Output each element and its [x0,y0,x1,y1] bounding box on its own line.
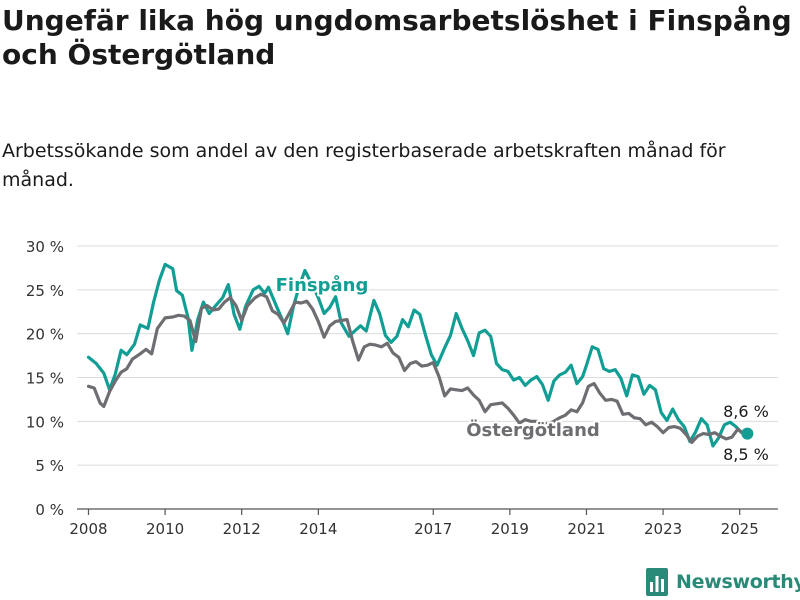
x-tick-label: 2014 [299,520,337,538]
series-labels: Finspång Östergötland 8,6 % 8,5 % [274,272,771,466]
chart-title: Ungefär lika hög ungdomsarbetslöshet i F… [2,4,792,71]
x-tick-label: 2008 [69,520,107,538]
series-line-ostergotland [86,292,749,444]
y-axis: 0 % 5 % 10 % 15 % 20 % 25 % 30 % [26,238,64,519]
x-tick-label: 2010 [146,520,184,538]
x-tick-label: 2019 [491,520,529,538]
series-line-finspang [86,262,749,448]
x-axis: 2008 2010 2012 2014 2017 2019 2021 2023 2025 [69,508,778,538]
x-tick-label: 2012 [223,520,261,538]
y-tick-label: 20 % [26,326,64,344]
y-tick-label: 15 % [26,370,64,388]
x-tick-label: 2021 [567,520,605,538]
end-label-ostergotland: 8,5 % [723,445,769,464]
series-label-finspang: Finspång [276,274,369,296]
y-tick-label: 10 % [26,413,64,431]
brand-name: Newsworthy [676,571,800,593]
chart-subtitle: Arbetssökande som andel av den registerb… [2,140,726,191]
end-label-finspang: 8,6 % [723,402,769,421]
grid-lines [77,245,778,466]
series-label-ostergotland: Östergötland [466,419,600,441]
x-tick-label: 2017 [414,520,452,538]
brand: Newsworthy [646,566,800,598]
y-tick-label: 0 % [35,501,64,519]
bar-chart-logo-icon [646,568,668,596]
x-tick-label: 2025 [721,520,759,538]
y-tick-label: 5 % [35,457,64,475]
series-lines [86,262,749,448]
end-point-marker [741,427,754,440]
y-tick-label: 25 % [26,282,64,300]
x-tick-label: 2023 [644,520,682,538]
y-tick-label: 30 % [26,238,64,256]
